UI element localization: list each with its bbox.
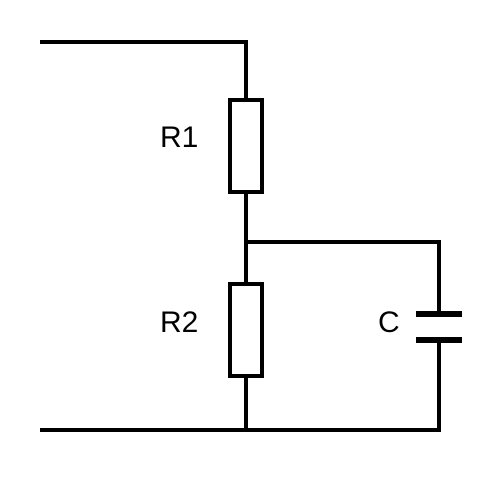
label-R1: R1 <box>160 121 198 154</box>
resistor-R2 <box>230 284 262 376</box>
label-C: C <box>378 306 400 339</box>
label-R2: R2 <box>160 306 198 339</box>
circuit-diagram: R1 R2 C <box>0 0 502 502</box>
resistor-R1 <box>230 100 262 192</box>
background <box>0 0 502 502</box>
